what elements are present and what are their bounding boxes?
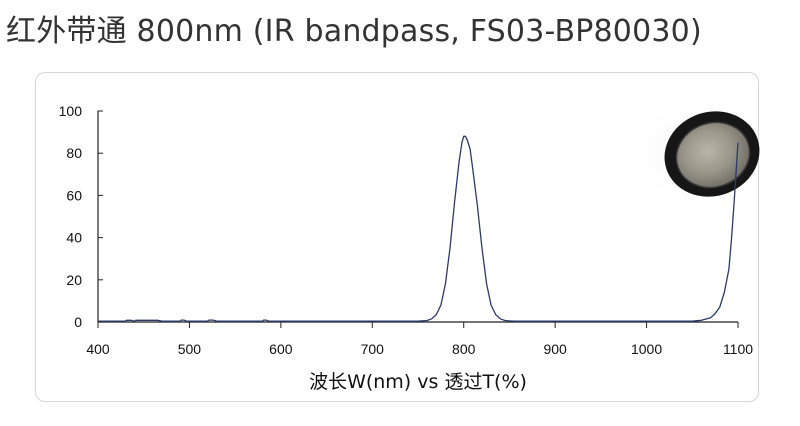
x-tick-label: 500: [178, 341, 202, 357]
y-ticks: 0 20 40 60 80 100: [59, 103, 103, 330]
transmission-series-line: [98, 135, 739, 322]
filter-glass: [676, 122, 750, 188]
x-tick-label: 800: [452, 341, 476, 357]
y-tick-label: 60: [66, 187, 82, 203]
x-tick-label: 1000: [631, 341, 662, 357]
x-tick-label: 1100: [723, 341, 753, 357]
x-tick-label: 600: [269, 341, 293, 357]
x-tick-label: 400: [86, 341, 110, 357]
x-tick-label: 900: [543, 341, 567, 357]
x-ticks: 400 500 600 700 800 900 1000 1100: [86, 322, 753, 357]
y-tick-label: 20: [66, 272, 82, 288]
x-axis-label: 波长W(nm) vs 透过T(%): [309, 371, 527, 393]
page-title: 红外带通 800nm (IR bandpass, FS03-BP80030): [6, 14, 702, 49]
y-tick-label: 80: [66, 145, 82, 161]
y-tick-label: 40: [66, 230, 82, 246]
y-tick-label: 0: [74, 314, 82, 330]
filter-photo: [626, 97, 766, 207]
x-tick-label: 700: [361, 341, 385, 357]
y-tick-label: 100: [59, 103, 83, 119]
